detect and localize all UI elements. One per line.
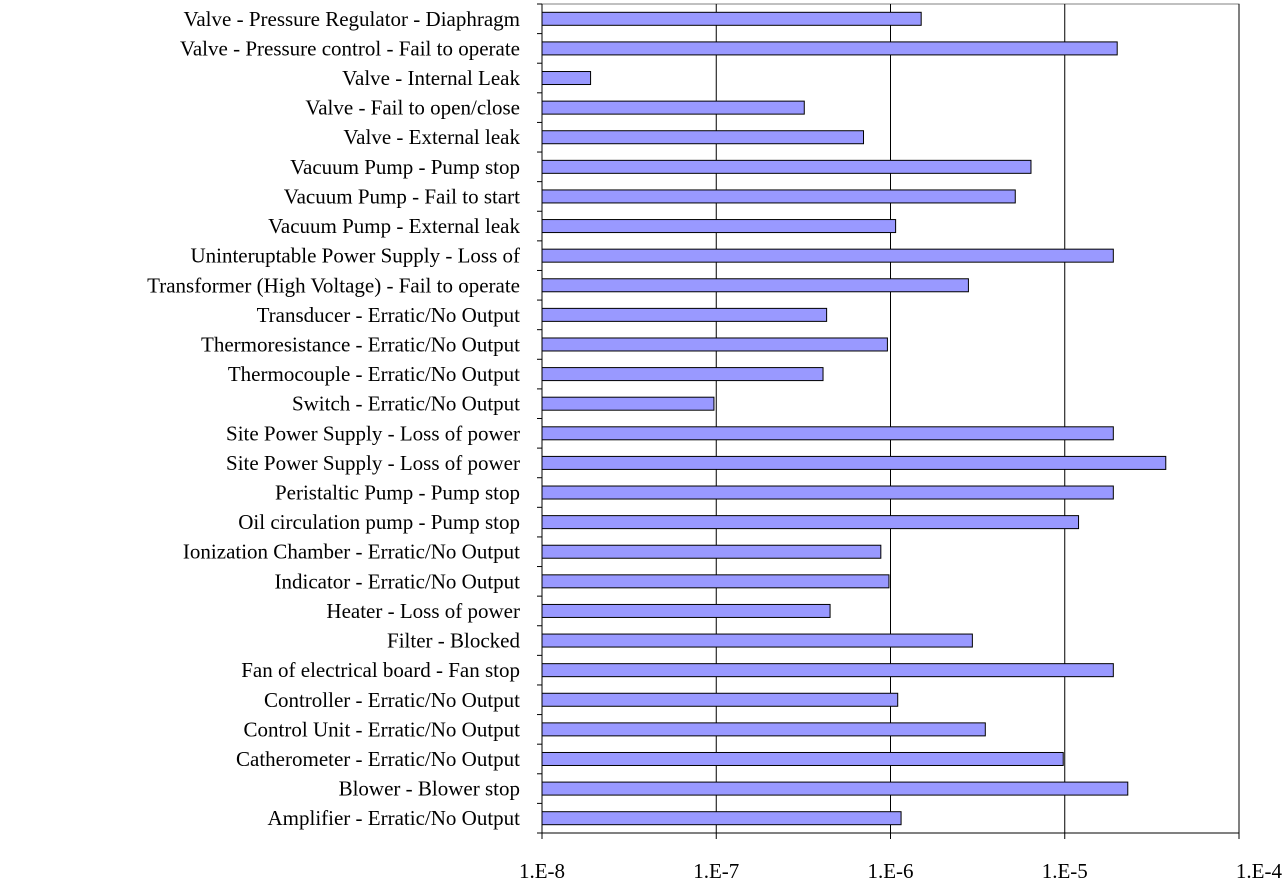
category-label: Site Power Supply - Loss of power xyxy=(226,421,520,445)
category-labels: Valve - Pressure Regulator - Diaphragm Va… xyxy=(147,7,520,830)
category-label: Fan of electrical board - Fan stop xyxy=(241,658,520,682)
category-label: Vacuum Pump - Pump stop xyxy=(290,155,520,179)
x-tick-label: 1.E-5 xyxy=(1042,859,1088,883)
bar xyxy=(541,603,831,618)
bar xyxy=(541,396,715,411)
category-label: Control Unit - Erratic/No Output xyxy=(244,717,521,741)
bar xyxy=(541,633,973,648)
bar xyxy=(541,219,897,234)
x-tick-label: 1.E-6 xyxy=(867,859,913,883)
x-tick-label: 1.E-7 xyxy=(693,859,739,883)
x-tick-label: 1.E-4 xyxy=(1236,859,1283,883)
category-label: Oil circulation pump - Pump stop xyxy=(238,510,520,534)
category-label: Amplifier - Erratic/No Output xyxy=(267,806,520,830)
x-tick-labels: 1.E-8 1.E-7 1.E-6 1.E-5 1.E-4 xyxy=(519,859,1283,883)
bar xyxy=(541,189,1016,204)
category-label: Transducer - Erratic/No Output xyxy=(257,303,521,327)
bar xyxy=(541,811,902,826)
category-label: Vacuum Pump - External leak xyxy=(268,214,520,238)
category-label: Filter - Blocked xyxy=(387,629,520,653)
bar xyxy=(541,485,1114,500)
bar xyxy=(541,337,888,352)
category-label: Valve - Internal Leak xyxy=(342,66,520,90)
bars xyxy=(541,11,1167,826)
category-label: Heater - Loss of power xyxy=(326,599,520,623)
category-label: Site Power Supply - Loss of power xyxy=(226,451,520,475)
category-label: Indicator - Erratic/No Output xyxy=(275,569,521,593)
category-label: Blower - Blower stop xyxy=(339,777,520,801)
x-tick-label: 1.E-8 xyxy=(519,859,565,883)
category-label: Peristaltic Pump - Pump stop xyxy=(275,481,520,505)
bar xyxy=(541,751,1064,766)
category-label: Ionization Chamber - Erratic/No Output xyxy=(183,540,520,564)
y-ticks xyxy=(537,3,542,834)
bar xyxy=(541,307,828,322)
bar xyxy=(541,41,1118,56)
bar xyxy=(541,248,1114,263)
category-label: Controller - Erratic/No Output xyxy=(264,688,520,712)
bar xyxy=(541,11,922,26)
bar xyxy=(541,781,1129,796)
bar xyxy=(541,278,969,293)
category-label: Uninteruptable Power Supply - Loss of xyxy=(190,244,520,268)
bar xyxy=(541,515,1080,530)
bar xyxy=(541,71,592,86)
bar xyxy=(541,544,882,559)
bar xyxy=(541,692,899,707)
bar xyxy=(541,722,986,737)
bar xyxy=(541,574,890,589)
bar xyxy=(541,367,824,382)
category-label: Switch - Erratic/No Output xyxy=(292,392,520,416)
category-label: Valve - External leak xyxy=(343,125,520,149)
category-label: Valve - Pressure Regulator - Diaphragm xyxy=(184,7,520,31)
bar xyxy=(541,455,1167,470)
category-label: Vacuum Pump - Fail to start xyxy=(284,184,520,208)
bar xyxy=(541,100,805,115)
category-label: Thermoresistance - Erratic/No Output xyxy=(201,332,520,356)
bar xyxy=(541,663,1114,678)
category-label: Valve - Fail to open/close xyxy=(305,96,520,120)
category-label: Thermocouple - Erratic/No Output xyxy=(228,362,520,386)
bar xyxy=(541,130,865,145)
category-label: Catherometer - Erratic/No Output xyxy=(236,747,520,771)
bar xyxy=(541,426,1114,441)
category-label: Transformer (High Voltage) - Fail to ope… xyxy=(147,273,520,297)
category-label: Valve - Pressure control - Fail to opera… xyxy=(180,36,520,60)
bar xyxy=(541,159,1032,174)
